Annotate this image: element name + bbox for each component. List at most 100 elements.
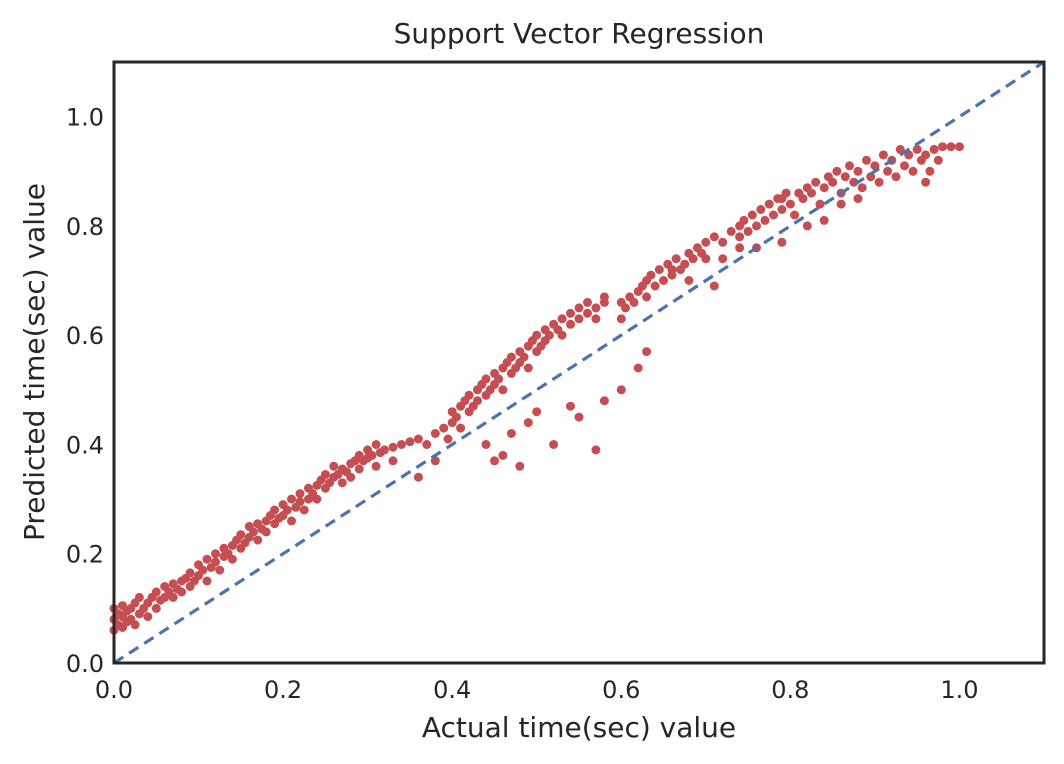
data-point: [227, 554, 237, 564]
data-point: [798, 194, 808, 204]
data-point: [490, 456, 499, 466]
data-point: [456, 423, 466, 433]
data-point: [566, 401, 575, 411]
data-point: [743, 226, 753, 236]
data-point: [807, 188, 816, 198]
data-point: [519, 352, 529, 362]
data-point: [760, 215, 770, 225]
x-tick-label: 0.0: [95, 676, 133, 704]
data-point: [883, 166, 893, 176]
data-point: [591, 314, 601, 324]
x-tick-label: 0.2: [264, 676, 302, 704]
data-point: [371, 461, 381, 471]
data-point: [443, 434, 453, 444]
data-point: [413, 434, 423, 444]
data-point: [646, 270, 656, 280]
data-point: [143, 612, 153, 622]
data-point: [371, 440, 381, 449]
data-point: [874, 177, 884, 187]
data-point: [616, 314, 626, 324]
data-point: [921, 150, 931, 160]
data-point: [912, 144, 922, 154]
data-point: [747, 210, 757, 220]
data-point: [650, 281, 660, 291]
data-point: [236, 530, 246, 540]
y-tick-label: 0.6: [66, 322, 104, 350]
x-axis-ticks: 0.0 0.2 0.4 0.6 0.8 1.0: [95, 676, 979, 704]
data-point: [506, 429, 516, 438]
data-point: [557, 330, 567, 340]
data-point: [777, 194, 787, 204]
data-point: [933, 155, 943, 165]
data-point: [422, 440, 432, 449]
data-point: [329, 461, 339, 471]
data-point: [777, 237, 787, 247]
data-point: [494, 374, 504, 384]
data-point: [320, 470, 330, 479]
points-layer: [109, 142, 964, 635]
data-point: [659, 276, 668, 285]
chart-title: Support Vector Regression: [394, 17, 765, 50]
x-tick-label: 0.6: [602, 676, 640, 704]
data-point: [819, 215, 829, 225]
data-point: [261, 527, 271, 537]
data-point: [532, 330, 542, 340]
data-point: [777, 205, 787, 214]
data-point: [346, 472, 356, 482]
data-point: [955, 142, 964, 152]
data-point: [599, 396, 609, 406]
data-point: [177, 587, 187, 597]
data-point: [671, 254, 681, 264]
data-point: [680, 259, 690, 269]
data-point: [473, 396, 482, 406]
data-point: [130, 620, 140, 630]
data-point: [735, 243, 745, 253]
data-point: [134, 592, 144, 602]
plot-frame: [112, 60, 1046, 665]
data-point: [621, 303, 630, 313]
data-point: [388, 456, 398, 466]
data-point: [544, 330, 554, 340]
data-point: [769, 210, 778, 220]
data-point: [557, 314, 567, 324]
data-point: [312, 494, 322, 504]
data-point: [709, 232, 719, 242]
data-point: [253, 535, 263, 545]
data-point: [215, 565, 225, 575]
data-point: [270, 505, 280, 515]
data-point: [764, 199, 774, 209]
data-point: [523, 418, 533, 428]
data-point: [929, 144, 939, 154]
data-point: [380, 445, 389, 455]
data-point: [790, 210, 800, 220]
data-point: [515, 461, 525, 471]
data-point: [921, 177, 931, 187]
data-point: [756, 205, 766, 214]
data-point: [709, 281, 719, 291]
data-point: [836, 199, 846, 209]
data-point: [498, 385, 508, 395]
data-point: [574, 303, 584, 313]
data-point: [891, 172, 901, 182]
reference-line: [113, 60, 1045, 665]
data-point: [151, 603, 161, 613]
data-point: [599, 292, 609, 302]
data-point: [853, 194, 863, 204]
data-point: [667, 265, 677, 275]
data-point: [616, 385, 626, 395]
data-point: [633, 363, 643, 373]
data-point: [752, 221, 761, 231]
data-point: [591, 445, 601, 455]
data-point: [498, 450, 508, 460]
data-point: [151, 587, 161, 597]
data-point: [946, 142, 956, 152]
data-point: [583, 308, 592, 318]
data-point: [739, 215, 749, 225]
data-point: [481, 374, 491, 384]
data-point: [688, 254, 698, 264]
x-tick-label: 1.0: [940, 676, 978, 704]
data-point: [367, 450, 377, 460]
data-point: [925, 166, 935, 176]
y-tick-label: 0.8: [66, 213, 104, 241]
